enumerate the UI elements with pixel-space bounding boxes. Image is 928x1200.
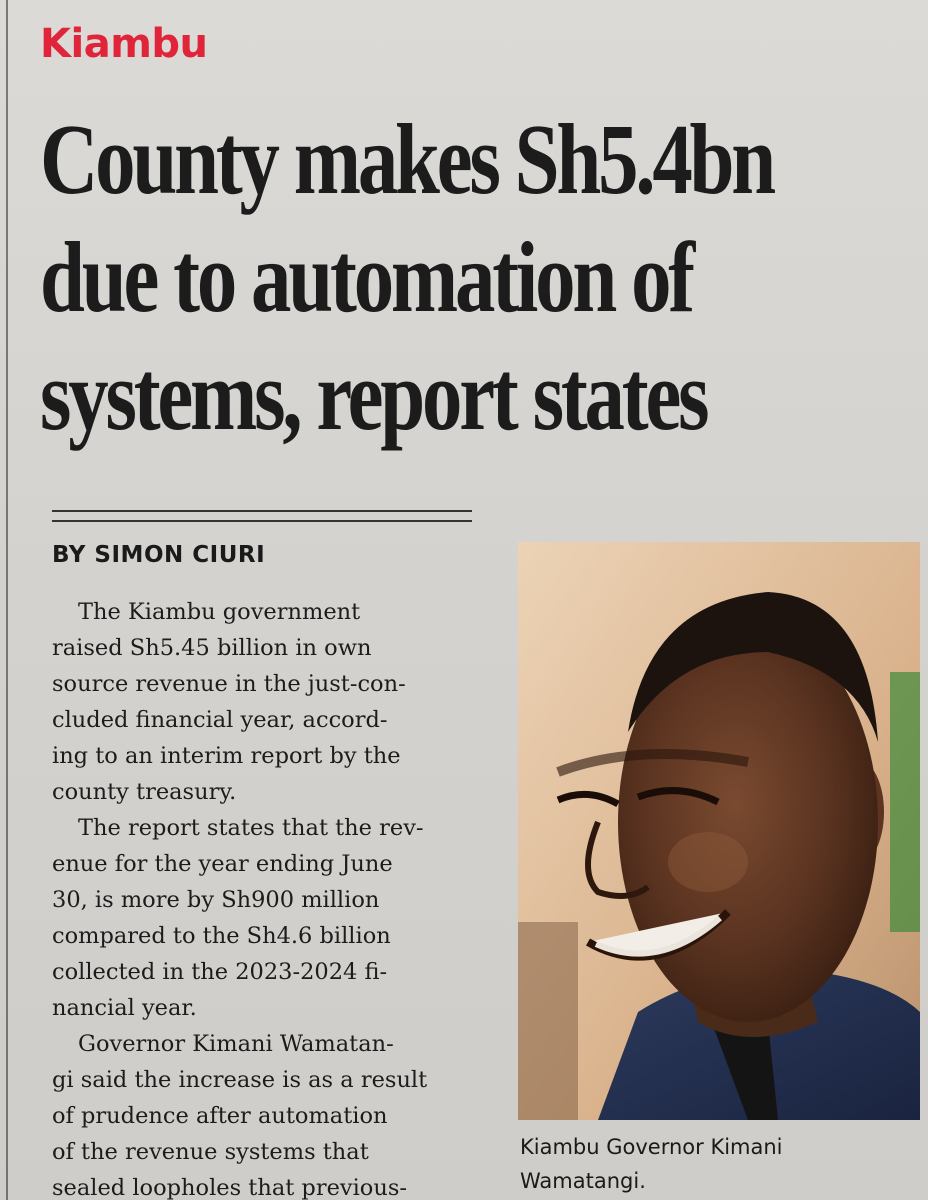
headline: County makes Sh5.4bn due to automation o…	[40, 100, 912, 454]
paragraph-line: compared to the Sh4.6 billion	[52, 923, 391, 949]
paragraph-line: The report states that the rev-	[78, 815, 424, 841]
paragraph-line: The Kiambu government	[78, 599, 361, 625]
article-paragraph: Governor Kimani Wamatan- gi said the inc…	[52, 1026, 476, 1200]
article-paragraph: The Kiambu government raised Sh5.45 bill…	[52, 594, 476, 810]
paragraph-line: of the revenue systems that	[52, 1139, 369, 1165]
byline-rule	[52, 510, 472, 522]
headline-line: County makes Sh5.4bn	[40, 103, 776, 215]
paragraph-line: nancial year.	[52, 995, 197, 1021]
portrait-illustration	[518, 542, 920, 1120]
paragraph-line: 30, is more by Sh900 million	[52, 887, 380, 913]
article-paragraph: The report states that the rev- enue for…	[52, 810, 476, 1026]
headline-line: due to automation of	[40, 221, 695, 333]
byline: BY SIMON CIURI	[52, 542, 266, 568]
paragraph-line: sealed loopholes that previous-	[52, 1175, 407, 1200]
caption-line: Kiambu Governor Kimani	[520, 1135, 783, 1159]
column-rule	[6, 0, 8, 1200]
paragraph-line: enue for the year ending June	[52, 851, 393, 877]
paragraph-line: collected in the 2023-2024 fi-	[52, 959, 388, 985]
paragraph-line: of prudence after automation	[52, 1103, 388, 1129]
paragraph-line: Governor Kimani Wamatan-	[78, 1031, 394, 1057]
governor-photo	[518, 542, 920, 1120]
headline-line: systems, report states	[40, 339, 710, 451]
paragraph-line: cluded financial year, accord-	[52, 707, 388, 733]
paragraph-line: county treasury.	[52, 779, 237, 805]
paragraph-line: gi said the increase is as a result	[52, 1067, 428, 1093]
caption-line: Wamatangi.	[520, 1169, 646, 1193]
paragraph-line: raised Sh5.45 billion in own	[52, 635, 372, 661]
article-body: The Kiambu government raised Sh5.45 bill…	[52, 594, 476, 1200]
section-label: Kiambu	[40, 21, 208, 67]
photo-caption: Kiambu Governor Kimani Wamatangi.	[520, 1130, 783, 1198]
paragraph-line: ing to an interim report by the	[52, 743, 401, 769]
paragraph-line: source revenue in the just-con-	[52, 671, 406, 697]
